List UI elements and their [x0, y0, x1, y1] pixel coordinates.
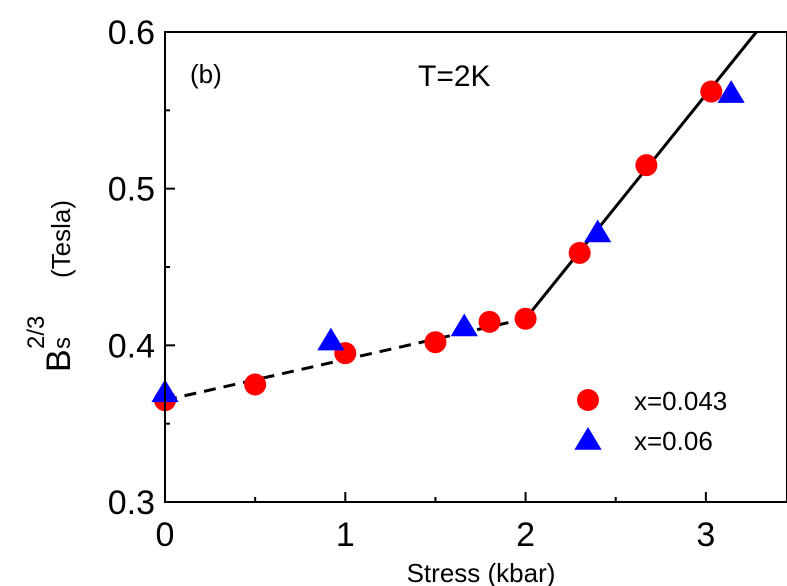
- legend-marker-circle: [577, 389, 599, 411]
- data-point-triangle: [317, 327, 345, 351]
- legend: x=0.043 x=0.06: [574, 386, 727, 456]
- panel-label: (b): [190, 59, 222, 89]
- data-point-triangle: [584, 219, 612, 243]
- y-tick-label: 0.5: [108, 171, 155, 209]
- data-markers: [151, 80, 745, 412]
- data-point-circle: [514, 307, 537, 330]
- data-point-circle: [568, 241, 591, 264]
- y-axis-superscript: 2/3: [23, 316, 50, 349]
- y-tick-label: 0.3: [108, 484, 155, 522]
- y-axis-ticks: 0.3 0.4 0.5 0.6: [108, 14, 175, 522]
- x-axis-ticks: 0 1 2 3: [156, 492, 715, 554]
- y-axis-title: B s 2/3 (Tesla): [23, 200, 78, 372]
- temperature-annotation: T=2K: [418, 60, 491, 93]
- legend-label: x=0.043: [634, 386, 727, 416]
- y-tick-label: 0.4: [108, 327, 155, 365]
- x-axis-title: Stress (kbar): [407, 558, 556, 586]
- x-tick-label: 1: [336, 516, 355, 554]
- data-point-circle: [635, 154, 658, 177]
- data-point-circle: [424, 331, 447, 354]
- data-point-circle: [244, 373, 267, 396]
- data-point-circle: [478, 310, 501, 333]
- y-axis-unit: (Tesla): [46, 200, 76, 278]
- legend-marker-triangle: [574, 427, 602, 450]
- legend-label: x=0.06: [634, 426, 713, 456]
- data-point-triangle: [450, 313, 478, 337]
- fit-line-solid: [524, 31, 758, 320]
- x-tick-label: 3: [696, 516, 715, 554]
- x-tick-label: 2: [516, 516, 535, 554]
- data-point-triangle: [717, 80, 745, 103]
- x-tick-label: 0: [156, 516, 175, 554]
- data-point-circle: [700, 80, 723, 103]
- y-tick-label: 0.6: [108, 14, 155, 52]
- y-axis-symbol: B: [40, 349, 78, 372]
- y-axis-subscript: s: [49, 337, 76, 349]
